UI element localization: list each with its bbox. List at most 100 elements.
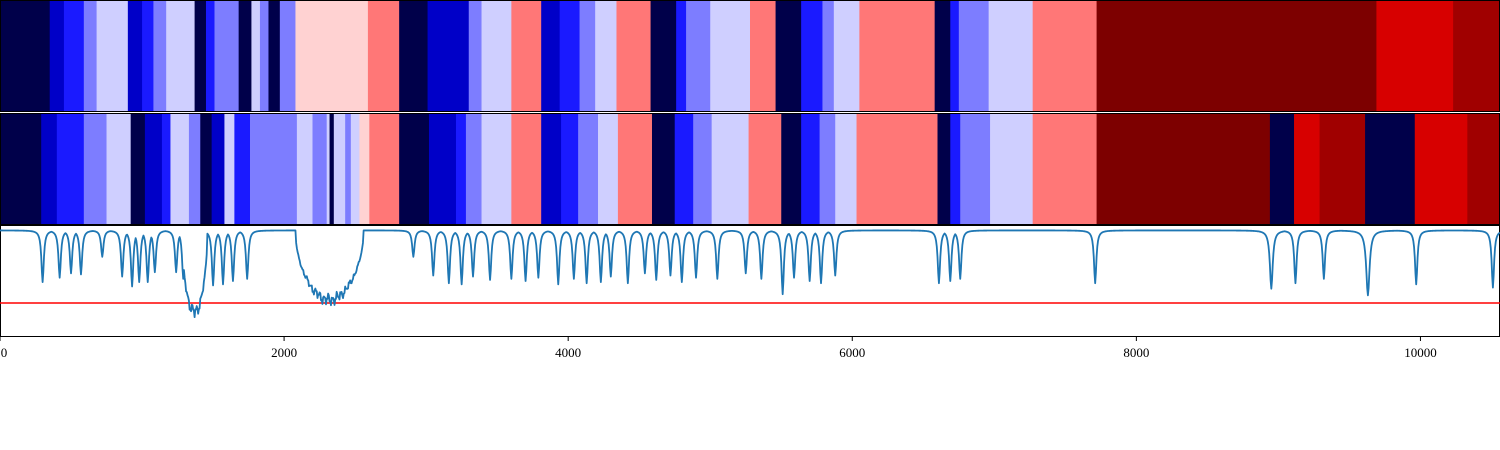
heatmap-cell-0-34 — [775, 0, 802, 112]
heatmap-cell-0-22 — [481, 0, 512, 112]
heatmap-cell-1-34 — [617, 113, 653, 225]
heatmap-cell-1-25 — [428, 113, 457, 225]
heatmap-cell-1-27 — [465, 113, 483, 225]
heatmap-cell-1-22 — [359, 113, 370, 225]
x-tick-label-1: 2000 — [271, 345, 297, 360]
heatmap-strip-top — [0, 0, 1500, 112]
x-tick-label-3: 6000 — [839, 345, 865, 360]
heatmap-cell-0-32 — [710, 0, 751, 112]
heatmap-cell-1-2 — [56, 113, 85, 225]
heatmap-cell-1-19 — [333, 113, 346, 225]
heatmap-cell-1-20 — [345, 113, 352, 225]
heatmap-cell-0-8 — [166, 0, 196, 112]
heatmap-cell-0-0 — [0, 0, 51, 112]
heatmap-cell-0-35 — [801, 0, 824, 112]
heatmap-cell-1-51 — [1269, 113, 1295, 225]
heatmap-cell-0-9 — [194, 0, 207, 112]
heatmap-cell-1-9 — [188, 113, 201, 225]
heatmap-cell-0-10 — [205, 0, 216, 112]
heatmap-cell-1-55 — [1414, 113, 1468, 225]
heatmap-cell-1-14 — [250, 113, 298, 225]
heatmap-cell-1-37 — [693, 113, 713, 225]
heatmap-cell-0-18 — [367, 0, 400, 112]
heatmap-cell-1-42 — [819, 113, 836, 225]
heatmap-cell-1-31 — [561, 113, 579, 225]
heatmap-cell-1-45 — [937, 113, 951, 225]
heatmap-cell-0-45 — [1376, 0, 1454, 112]
heatmap-cell-0-14 — [259, 0, 270, 112]
heatmap-cell-1-15 — [296, 113, 314, 225]
heatmap-cell-0-20 — [427, 0, 470, 112]
heatmap-cell-1-12 — [224, 113, 235, 225]
heatmap-cell-0-28 — [616, 0, 652, 112]
heatmap-cell-1-39 — [748, 113, 782, 225]
heatmap-cell-1-33 — [598, 113, 619, 225]
heatmap-cell-1-53 — [1319, 113, 1366, 225]
heatmap-cell-1-36 — [674, 113, 694, 225]
heatmap-cell-1-5 — [130, 113, 146, 225]
heatmap-strip-middle — [0, 113, 1500, 225]
heatmap-cell-1-43 — [835, 113, 858, 225]
heatmap-cell-0-12 — [238, 0, 253, 112]
heatmap-cell-1-6 — [144, 113, 163, 225]
heatmap-cell-1-32 — [578, 113, 599, 225]
heatmap-cell-1-17 — [326, 113, 331, 225]
heatmap-cell-0-6 — [142, 0, 155, 112]
heatmap-cell-0-15 — [268, 0, 281, 112]
heatmap-cell-0-1 — [49, 0, 65, 112]
heatmap-cell-1-1 — [41, 113, 58, 225]
heatmap-cell-0-5 — [127, 0, 143, 112]
heatmap-cell-1-8 — [170, 113, 190, 225]
heatmap-cell-0-33 — [750, 0, 777, 112]
heatmap-cell-1-50 — [1096, 113, 1271, 225]
heatmap-cell-1-46 — [950, 113, 961, 225]
heatmap-cell-1-29 — [511, 113, 542, 225]
x-axis: 0 2000 4000 6000 8000 10000 — [0, 337, 1437, 360]
heatmap-cell-0-38 — [859, 0, 936, 112]
heatmap-cell-0-27 — [595, 0, 618, 112]
heatmap-cell-0-30 — [676, 0, 687, 112]
heatmap-cell-0-41 — [958, 0, 990, 112]
heatmap-cell-0-39 — [934, 0, 951, 112]
heatmap-cell-1-23 — [369, 113, 400, 225]
heatmap-cell-1-40 — [781, 113, 802, 225]
heatmap-cell-0-11 — [214, 0, 240, 112]
heatmap-cell-0-21 — [468, 0, 483, 112]
heatmap-cell-1-11 — [211, 113, 226, 225]
heatmap-cell-0-24 — [541, 0, 561, 112]
heatmap-cell-1-28 — [481, 113, 512, 225]
heatmap-cell-0-31 — [686, 0, 711, 112]
x-tick-label-0: 0 — [1, 345, 8, 360]
heatmap-cell-1-18 — [329, 113, 335, 225]
heatmap-cell-0-16 — [279, 0, 297, 112]
heatmap-cell-1-30 — [541, 113, 562, 225]
heatmap-cell-0-42 — [988, 0, 1034, 112]
heatmap-cell-1-16 — [312, 113, 328, 225]
heatmap-cell-0-19 — [399, 0, 429, 112]
heatmap-cell-1-54 — [1365, 113, 1416, 225]
heatmap-cell-1-13 — [234, 113, 251, 225]
heatmap-cell-0-13 — [251, 0, 261, 112]
heatmap-cell-0-23 — [511, 0, 542, 112]
heatmap-cell-1-24 — [399, 113, 430, 225]
x-tick-label-2: 4000 — [555, 345, 581, 360]
heatmap-cell-1-56 — [1467, 113, 1500, 225]
heatmap-cell-1-35 — [651, 113, 676, 225]
heatmap-cell-0-46 — [1453, 0, 1500, 112]
heatmap-cell-0-2 — [63, 0, 85, 112]
heatmap-cell-0-26 — [579, 0, 596, 112]
heatmap-cell-1-47 — [960, 113, 991, 225]
line-plot-panel — [0, 225, 1500, 337]
heatmap-cell-0-29 — [650, 0, 677, 112]
heatmap-cell-1-48 — [990, 113, 1034, 225]
heatmap-cell-1-26 — [455, 113, 467, 225]
heatmap-cell-0-44 — [1096, 0, 1378, 112]
heatmap-cell-1-3 — [83, 113, 108, 225]
x-tick-label-5: 10000 — [1404, 345, 1437, 360]
heatmap-cell-1-38 — [711, 113, 750, 225]
heatmap-cell-0-3 — [83, 0, 98, 112]
heatmap-cell-1-52 — [1294, 113, 1321, 225]
heatmap-cell-0-25 — [559, 0, 581, 112]
heatmap-cell-1-10 — [200, 113, 213, 225]
